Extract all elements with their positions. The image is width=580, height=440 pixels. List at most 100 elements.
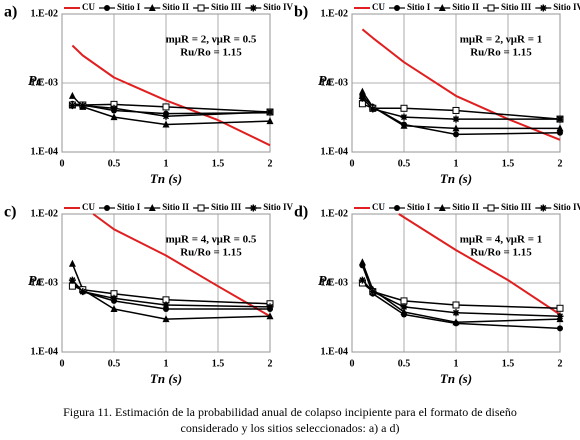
marker [400, 121, 408, 129]
y-tick-label: 1.E-02 [31, 8, 59, 19]
panel-label: c) [4, 204, 16, 221]
panel-label: a) [4, 4, 17, 21]
annotation: mμR = 4, νμR = 1 [460, 234, 542, 246]
marker [249, 204, 257, 212]
marker [369, 288, 377, 296]
data-line [92, 213, 271, 318]
marker [266, 303, 274, 311]
legend-label: Sitio I [407, 202, 431, 212]
y-axis-label: Pc [28, 74, 44, 89]
annotation: Ru/Ro = 1.15 [470, 247, 532, 259]
marker [266, 312, 274, 320]
y-tick-label: 1.E-04 [31, 146, 59, 157]
caption: Figura 11. Estimación de la probabilidad… [63, 405, 517, 419]
panel-label: d) [294, 204, 308, 221]
marker [539, 4, 547, 12]
marker [556, 124, 564, 132]
marker [452, 309, 460, 317]
marker [556, 115, 564, 123]
y-tick-label: 1.E-04 [321, 146, 349, 157]
x-tick-label: 2 [558, 158, 563, 169]
legend-label: Sitio IV [553, 2, 580, 12]
legend-label: Sitio IV [553, 202, 580, 212]
legend-label: Sitio II [452, 202, 479, 212]
marker [400, 307, 408, 315]
marker [358, 87, 366, 95]
y-tick-label: 1.E-04 [31, 346, 59, 357]
x-tick-label: 1.5 [502, 358, 515, 369]
annotation: Ru/Ro = 1.15 [470, 47, 532, 59]
y-tick-label: 1.E-02 [321, 208, 349, 219]
y-tick-label: 1.E-02 [31, 208, 59, 219]
marker [453, 131, 459, 138]
marker [487, 4, 495, 12]
marker [452, 124, 460, 132]
marker [487, 204, 495, 212]
x-tick-label: 0.5 [108, 158, 121, 169]
marker [110, 113, 118, 121]
legend-label: CU [372, 2, 385, 12]
y-tick-label: 1.E-04 [321, 346, 349, 357]
marker [68, 282, 76, 290]
marker [556, 304, 564, 312]
marker [556, 312, 564, 320]
marker [68, 276, 76, 284]
caption: considerado y los sitios seleccionados: … [181, 421, 400, 435]
annotation: Ru/Ro = 1.15 [180, 47, 242, 59]
data-line [398, 213, 561, 316]
legend-label: CU [82, 2, 95, 12]
x-axis-label: Tn (s) [150, 371, 182, 386]
y-tick-label: 1.E-02 [321, 8, 349, 19]
x-tick-label: 0 [350, 158, 355, 169]
y-tick-label: 1.E-03 [321, 77, 349, 88]
annotation: Ru/Ro = 1.15 [180, 247, 242, 259]
data-line [71, 44, 271, 147]
marker [110, 294, 118, 302]
x-tick-label: 2 [268, 358, 273, 369]
legend-label: CU [372, 202, 385, 212]
chart-panel: 0 0.5 1 1.5 2 1.E-04 1.E-03 1.E-02 c) Pc Tn (s) mμR… [4, 202, 294, 386]
marker [557, 325, 563, 332]
x-tick-label: 0.5 [398, 158, 411, 169]
legend-label: Sitio I [407, 2, 431, 12]
marker [104, 5, 110, 11]
marker [197, 4, 205, 12]
legend-label: Sitio II [162, 202, 189, 212]
marker [162, 315, 170, 323]
x-tick-label: 1.5 [212, 158, 225, 169]
x-axis-label: Tn (s) [150, 171, 182, 186]
marker [400, 113, 408, 121]
data-line [362, 103, 561, 120]
marker [438, 204, 446, 211]
data-line [361, 28, 561, 141]
x-tick-label: 0 [60, 358, 65, 369]
y-tick-label: 1.E-03 [321, 277, 349, 288]
chart-panel: 0 0.5 1 1.5 2 1.E-04 1.E-03 1.E-02 b) Pc Tn (s) mμR… [294, 2, 580, 186]
legend-label: CU [82, 202, 95, 212]
marker [438, 4, 446, 11]
x-tick-label: 1.5 [502, 158, 515, 169]
annotation: mμR = 4, νμR = 0.5 [166, 234, 257, 246]
marker [162, 112, 170, 120]
marker [110, 104, 118, 112]
panel-label: b) [294, 4, 308, 21]
marker [358, 276, 366, 284]
x-axis-label: Tn (s) [440, 371, 472, 386]
marker [197, 204, 205, 212]
marker [452, 106, 460, 114]
marker [452, 115, 460, 123]
legend-label: Sitio III [211, 2, 242, 12]
marker [162, 103, 170, 111]
legend-label: Sitio I [117, 202, 141, 212]
marker [68, 102, 76, 110]
chart-panel: 0 0.5 1 1.5 2 1.E-04 1.E-03 1.E-02 a) Pc Tn (s) mμR… [4, 2, 294, 186]
y-tick-label: 1.E-03 [31, 77, 59, 88]
marker [110, 304, 118, 312]
marker [400, 303, 408, 311]
marker [400, 104, 408, 112]
x-tick-label: 0 [350, 358, 355, 369]
y-axis-label: Pc [28, 274, 44, 289]
marker [148, 4, 156, 11]
marker [400, 297, 408, 305]
